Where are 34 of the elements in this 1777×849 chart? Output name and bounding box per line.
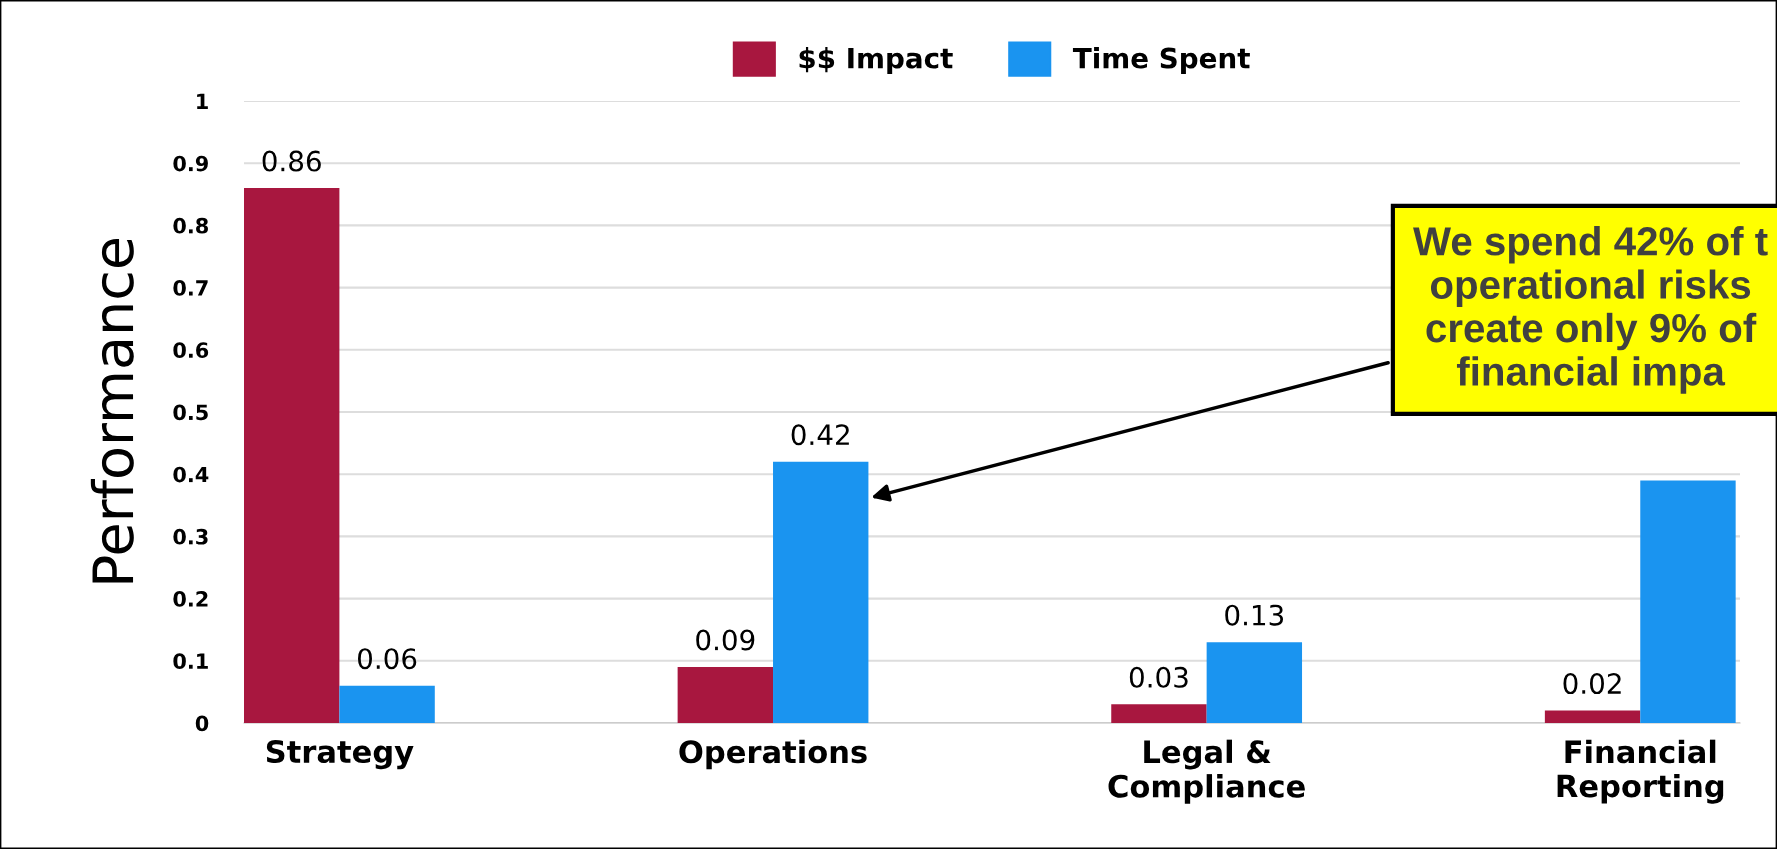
y-tick-label: 0.6 <box>173 342 209 359</box>
x-tick-label: Legal & Compliance <box>1108 739 1305 804</box>
bar <box>339 685 435 723</box>
bar <box>677 667 774 723</box>
legend-label: $$ Impact <box>799 47 953 74</box>
annotation: We spend 42% of t operational risks create only 9% of financial impa <box>1413 226 1768 394</box>
y-tick-label: 0.5 <box>173 404 208 421</box>
legend-label: Time Spent <box>1072 47 1250 74</box>
data-label: 0.09 <box>696 629 755 651</box>
data-label: 0.03 <box>1129 666 1188 688</box>
y-tick-label: 0 <box>195 715 209 732</box>
y-tick-label: 1 <box>197 93 208 109</box>
bar <box>1111 704 1207 723</box>
y-tick-label: 0.7 <box>173 280 208 296</box>
x-tick-label: Financial Reporting <box>1557 739 1724 804</box>
bar <box>244 188 340 723</box>
data-label: 0.42 <box>791 424 849 446</box>
bar <box>1640 480 1736 723</box>
bar <box>773 461 869 723</box>
y-tick-label: 0.1 <box>173 653 208 670</box>
data-label: 0.06 <box>358 648 417 670</box>
y-tick-label: 0.4 <box>173 466 209 483</box>
bar <box>1544 710 1641 723</box>
data-label: 0.02 <box>1563 673 1621 695</box>
y-tick-label: 0.3 <box>173 528 208 545</box>
data-label: 0.86 <box>262 150 321 172</box>
bar <box>1206 642 1303 723</box>
x-tick-label: Operations <box>679 739 867 770</box>
data-label: 0.13 <box>1225 604 1284 626</box>
y-tick-label: 0.8 <box>173 217 208 234</box>
y-tick-label: 0.2 <box>173 591 208 607</box>
y-tick-label: 0.9 <box>173 155 208 172</box>
y-axis-title: Performance <box>90 238 134 583</box>
x-tick-label: Strategy <box>266 739 414 770</box>
